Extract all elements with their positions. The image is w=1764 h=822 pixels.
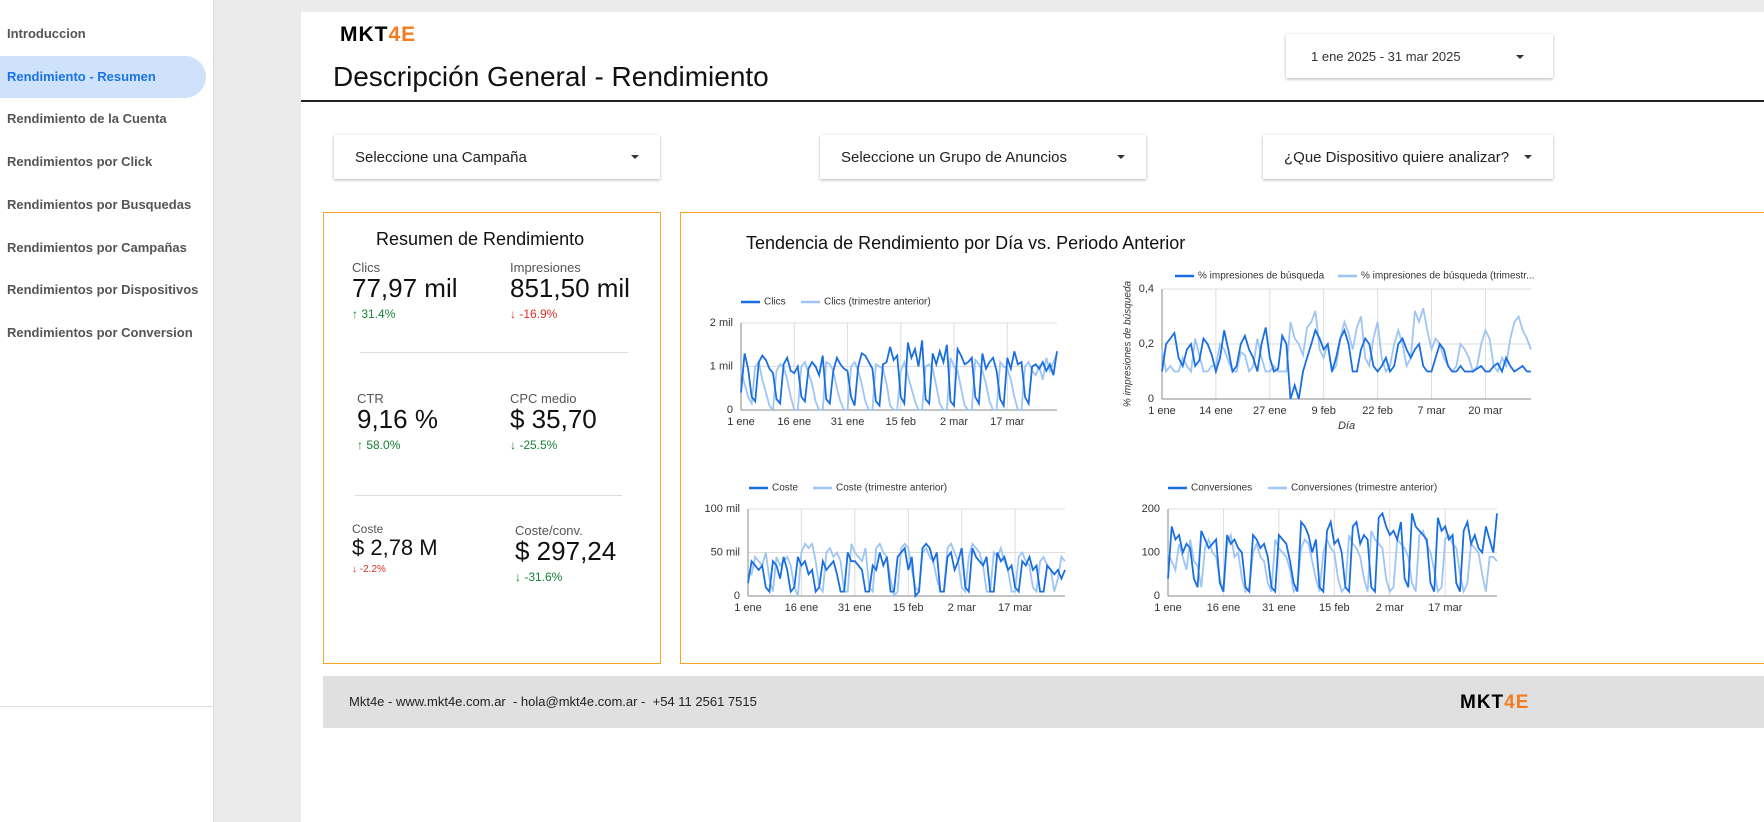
header-rule bbox=[301, 100, 1764, 102]
metric-label: Coste/conv. bbox=[515, 523, 583, 538]
metric-label: Coste bbox=[352, 522, 384, 536]
nav-item[interactable]: Introduccion bbox=[7, 26, 86, 41]
metric-label: Impresiones bbox=[510, 260, 581, 275]
metric-value: 77,97 mil bbox=[352, 273, 458, 303]
summary-divider bbox=[360, 352, 628, 353]
dropdown-caret bbox=[1524, 155, 1532, 159]
logo: MKT4E bbox=[340, 23, 416, 47]
nav-item[interactable]: Rendimientos por Conversion bbox=[7, 324, 193, 340]
dropdown-caret bbox=[1516, 55, 1524, 59]
metric-value: $ 2,78 M bbox=[352, 535, 438, 560]
metric-value: 851,50 mil bbox=[510, 273, 630, 303]
filter-label: Seleccione una Campaña bbox=[355, 149, 527, 166]
footer-text: Mkt4e - www.mkt4e.com.ar - hola@mkt4e.co… bbox=[349, 694, 757, 709]
filter-dropdown[interactable]: ¿Que Dispositivo quiere analizar? bbox=[1263, 135, 1553, 179]
date-range-picker[interactable]: 1 ene 2025 - 31 mar 2025 bbox=[1286, 34, 1553, 78]
metric-change: ↓ -2.2% bbox=[352, 564, 386, 575]
summary-divider bbox=[355, 495, 622, 496]
metric-change: ↓ -31.6% bbox=[515, 570, 563, 584]
filter-label: Seleccione un Grupo de Anuncios bbox=[841, 149, 1067, 166]
filter-label: ¿Que Dispositivo quiere analizar? bbox=[1284, 149, 1510, 166]
footer bbox=[323, 676, 1764, 728]
summary-title: Resumen de Rendimiento bbox=[376, 229, 585, 249]
nav-item[interactable]: Rendimientos por Busquedas bbox=[7, 196, 192, 212]
date-range: 1 ene 2025 - 31 mar 2025 bbox=[1311, 49, 1461, 64]
metric-value: $ 297,24 bbox=[515, 536, 617, 566]
filter-dropdown[interactable]: Seleccione una Campaña bbox=[334, 135, 660, 179]
dropdown-caret bbox=[631, 155, 639, 159]
metric-value: $ 35,70 bbox=[510, 404, 597, 434]
metric-value: 9,16 % bbox=[357, 404, 438, 434]
nav-item[interactable]: Rendimiento - Resumen bbox=[7, 68, 156, 84]
nav-item[interactable]: Rendimientos por Click bbox=[7, 154, 153, 170]
logo-part: MKT bbox=[1460, 692, 1505, 713]
logo-part: 4E bbox=[388, 23, 417, 46]
footer-logo: MKT4E bbox=[1460, 692, 1529, 714]
logo-part: MKT bbox=[340, 23, 389, 46]
metric-label: CPC medio bbox=[510, 391, 577, 406]
dropdown-caret bbox=[1117, 155, 1125, 159]
logo-part: 4E bbox=[1504, 692, 1530, 713]
nav-item[interactable]: Rendimiento de la Cuenta bbox=[7, 111, 167, 127]
metric-change: ↓ -25.5% bbox=[510, 438, 558, 452]
metric-change: ↓ -16.9% bbox=[510, 307, 558, 321]
summary-panel bbox=[323, 212, 661, 664]
nav-active-bg bbox=[0, 55, 206, 98]
sidebar: Introduccion Rendimiento - Resumen Rendimi… bbox=[0, 0, 214, 822]
page-title: Descripción General - Rendimiento bbox=[333, 61, 769, 92]
metric-change: ↑ 31.4% bbox=[352, 307, 396, 321]
trend-panel bbox=[680, 212, 1764, 664]
filter-dropdown[interactable]: Seleccione un Grupo de Anuncios bbox=[820, 135, 1146, 179]
trend-title: Tendencia de Rendimiento por Día vs. Per… bbox=[746, 233, 1186, 253]
metric-change: ↑ 58.0% bbox=[357, 438, 401, 452]
nav-item[interactable]: Rendimientos por Dispositivos bbox=[7, 282, 199, 298]
metric-label: CTR bbox=[357, 391, 384, 406]
sidebar-divider bbox=[0, 706, 213, 707]
nav-item[interactable]: Rendimientos por Campañas bbox=[7, 239, 187, 255]
metric-label: Clics bbox=[352, 260, 381, 275]
